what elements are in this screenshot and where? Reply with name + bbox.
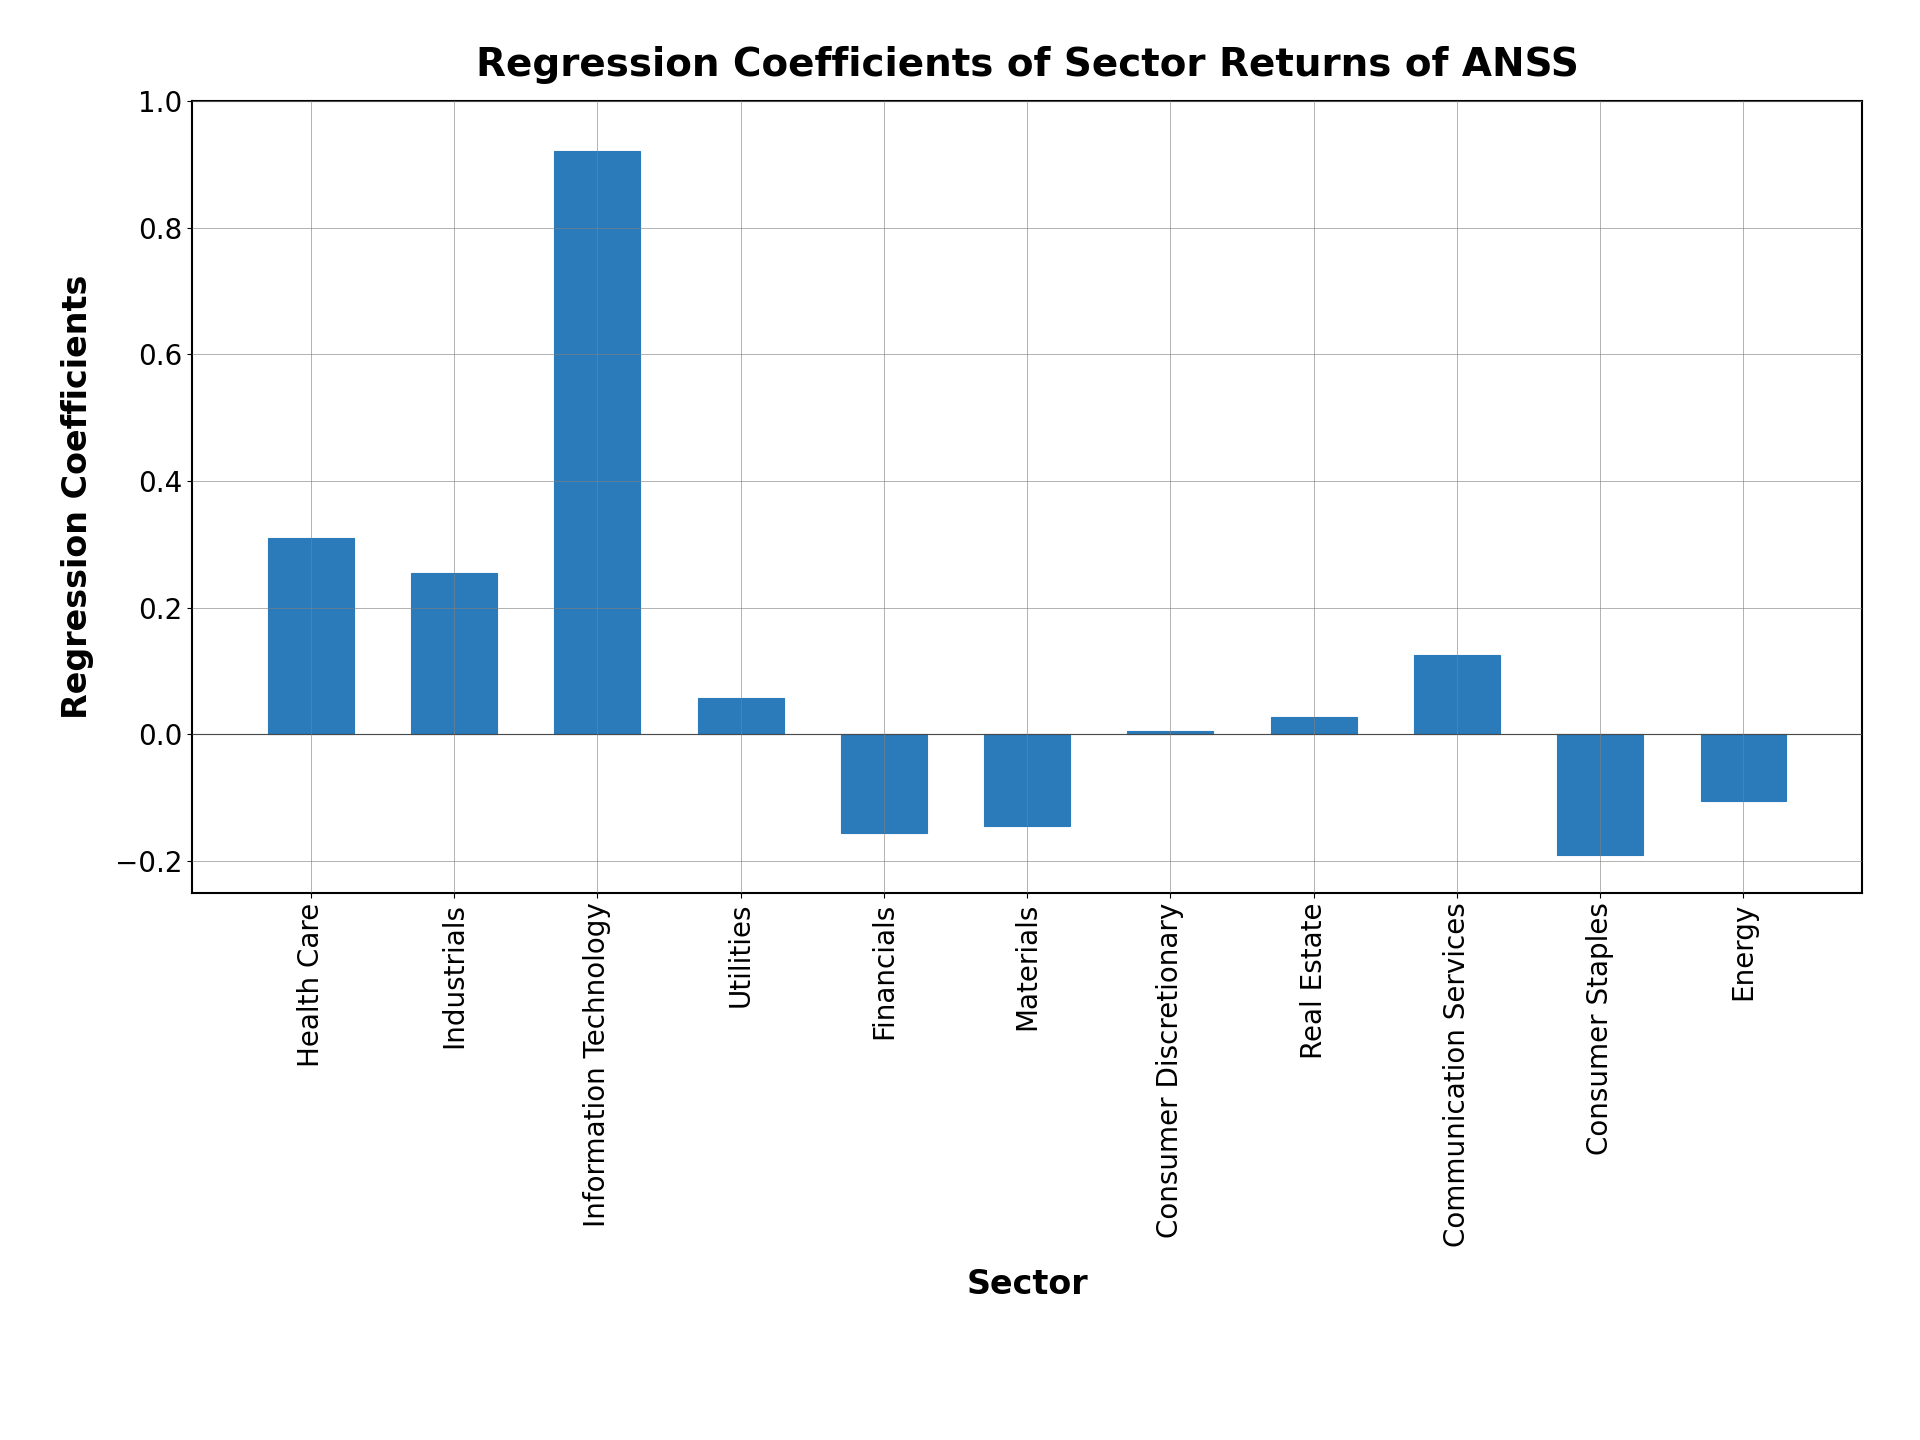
Bar	[841, 734, 927, 832]
Bar	[411, 573, 497, 734]
Bar	[1701, 734, 1786, 801]
Bar	[555, 151, 641, 734]
Bar	[1127, 732, 1213, 734]
Bar	[1413, 655, 1500, 734]
X-axis label: Sector: Sector	[966, 1269, 1089, 1302]
Bar	[1557, 734, 1644, 855]
Y-axis label: Regression Coefficients: Regression Coefficients	[61, 275, 94, 719]
Bar	[985, 734, 1069, 827]
Title: Regression Coefficients of Sector Returns of ANSS: Regression Coefficients of Sector Return…	[476, 46, 1578, 84]
Bar	[1271, 717, 1357, 734]
Bar	[697, 698, 783, 734]
Bar	[269, 539, 353, 734]
